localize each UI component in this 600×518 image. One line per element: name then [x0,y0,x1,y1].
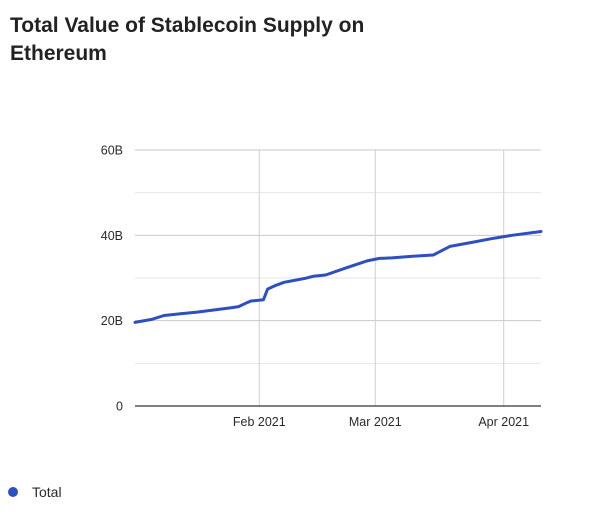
x-tick-label: Feb 2021 [233,415,286,429]
y-tick-label: 0 [116,400,123,414]
y-tick-label: 40B [101,229,123,243]
axis-layer: 0 20B 40B 60B Feb 2021 Mar 2021 Apr 2021 [101,144,541,429]
series-line-total [133,230,543,324]
y-tick-label: 60B [101,144,123,158]
series-layer [133,230,543,324]
legend-label-total: Total [32,484,62,500]
x-tick-label: Mar 2021 [349,415,402,429]
chart-title: Total Value of Stablecoin Supply on Ethe… [10,14,365,65]
grid-layer [135,149,541,406]
legend-marker-total [8,487,18,497]
legend[interactable]: Total [8,484,62,500]
x-tick-label: Apr 2021 [478,415,529,429]
y-tick-label: 20B [101,314,123,328]
